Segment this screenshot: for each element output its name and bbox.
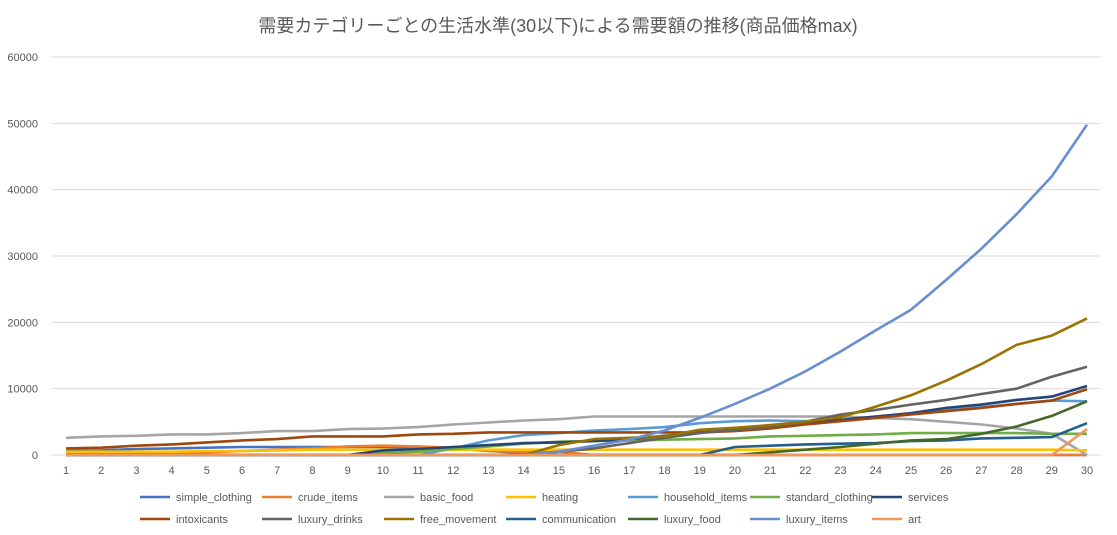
legend-label: free_movement — [420, 514, 496, 526]
series-line-art — [66, 428, 1088, 457]
y-tick-label: 10000 — [7, 384, 38, 396]
legend: simple_clothing crude_items basic_food heat… — [140, 492, 949, 526]
x-tick-label: 1 — [63, 465, 69, 477]
legend-label: art — [908, 514, 921, 526]
legend-label: heating — [542, 492, 578, 504]
x-tick-label: 13 — [482, 465, 494, 477]
legend-label: crude_items — [298, 492, 358, 504]
x-tick-label: 30 — [1081, 465, 1093, 477]
x-tick-label: 14 — [518, 465, 530, 477]
legend-item-luxury_drinks: luxury_drinks — [262, 514, 363, 526]
x-tick-label: 7 — [274, 465, 280, 477]
series-lines — [65, 123, 1089, 457]
x-tick-label: 25 — [905, 465, 917, 477]
legend-item-crude_items: crude_items — [262, 492, 358, 504]
x-tick-label: 26 — [940, 465, 952, 477]
x-tick-label: 6 — [239, 465, 245, 477]
series-line-intoxicants — [65, 388, 1088, 450]
x-tick-label: 4 — [169, 465, 175, 477]
series-line-luxury_items — [66, 123, 1089, 457]
legend-item-simple_clothing: simple_clothing — [140, 492, 252, 504]
legend-item-services: services — [872, 492, 949, 504]
x-tick-label: 22 — [799, 465, 811, 477]
x-tick-label: 15 — [553, 465, 565, 477]
x-tick-label: 23 — [834, 465, 846, 477]
y-axis: 0 10000 20000 30000 40000 50000 60000 — [7, 52, 38, 462]
x-tick-label: 19 — [694, 465, 706, 477]
x-tick-label: 11 — [412, 465, 423, 477]
legend-item-communication: communication — [506, 514, 616, 526]
y-tick-label: 40000 — [7, 185, 38, 197]
y-tick-label: 50000 — [7, 118, 38, 130]
legend-item-household_items: household_items — [628, 492, 748, 504]
x-tick-label: 12 — [447, 465, 459, 477]
y-tick-label: 30000 — [7, 251, 38, 263]
x-tick-label: 24 — [870, 465, 882, 477]
x-tick-label: 10 — [377, 465, 389, 477]
legend-item-heating: heating — [506, 492, 578, 504]
chart-title: 需要カテゴリーごとの生活水準(30以下)による需要額の推移(商品価格max) — [258, 16, 857, 36]
legend-label: household_items — [664, 492, 748, 504]
x-axis: 1 2 3 4 5 6 7 8 9 10 11 12 13 14 15 16 17 18 19 20 21 22 23 24 2… — [63, 465, 1093, 477]
legend-label: services — [908, 492, 949, 504]
legend-label: luxury_items — [786, 514, 848, 526]
x-tick-label: 3 — [133, 465, 139, 477]
y-tick-label: 0 — [32, 450, 38, 462]
x-tick-label: 9 — [345, 465, 351, 477]
legend-item-basic_food: basic_food — [384, 492, 473, 504]
x-tick-label: 29 — [1046, 465, 1058, 477]
legend-label: luxury_drinks — [298, 514, 363, 526]
legend-label: communication — [542, 514, 616, 526]
x-tick-label: 28 — [1010, 465, 1022, 477]
series-line-basic_food — [65, 415, 1088, 457]
x-tick-label: 17 — [623, 465, 635, 477]
legend-item-free_movement: free_movement — [384, 514, 496, 526]
legend-item-intoxicants: intoxicants — [140, 514, 228, 526]
x-tick-label: 2 — [98, 465, 104, 477]
legend-item-luxury_items: luxury_items — [750, 514, 848, 526]
x-tick-label: 18 — [658, 465, 670, 477]
legend-item-luxury_food: luxury_food — [628, 514, 721, 526]
x-tick-label: 5 — [204, 465, 210, 477]
y-tick-label: 60000 — [7, 52, 38, 64]
legend-label: basic_food — [420, 492, 473, 504]
gridlines — [52, 56, 1100, 456]
x-tick-label: 20 — [729, 465, 741, 477]
x-tick-label: 21 — [764, 465, 776, 477]
legend-label: standard_clothing — [786, 492, 873, 504]
legend-label: intoxicants — [176, 514, 228, 526]
legend-label: luxury_food — [664, 514, 721, 526]
x-tick-label: 8 — [309, 465, 315, 477]
legend-item-standard_clothing: standard_clothing — [750, 492, 873, 504]
x-tick-label: 27 — [975, 465, 987, 477]
y-tick-label: 20000 — [7, 317, 38, 329]
x-tick-label: 16 — [588, 465, 600, 477]
legend-item-art: art — [872, 514, 921, 526]
legend-label: simple_clothing — [176, 492, 252, 504]
